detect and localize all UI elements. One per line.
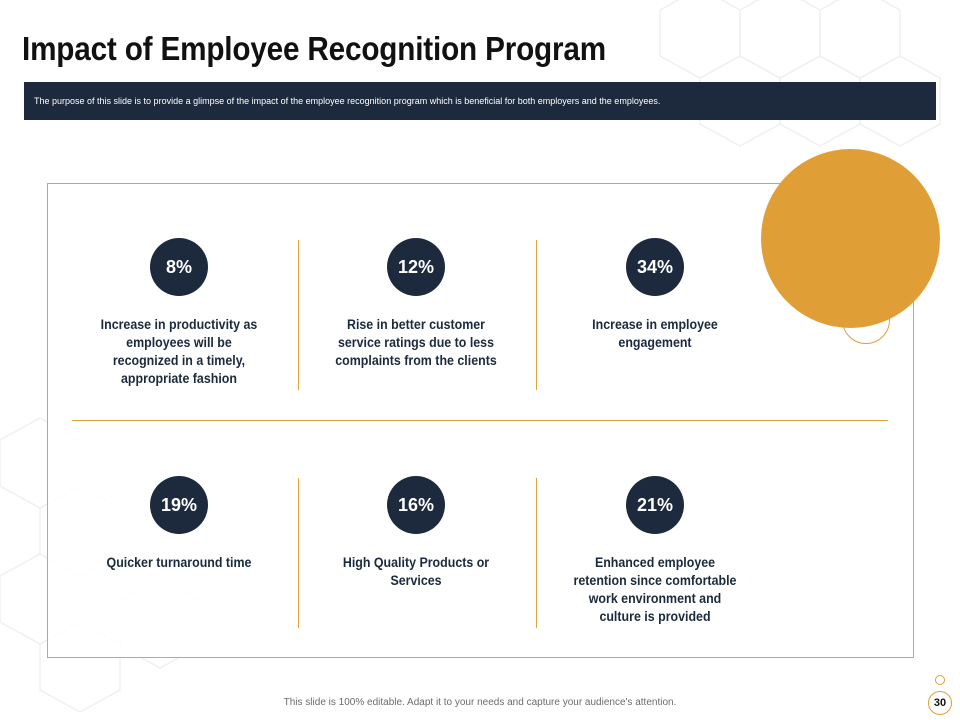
- stat-description: Increase in productivity as employees wi…: [100, 317, 258, 386]
- stat-card: 12% Rise in better customer service rati…: [316, 238, 516, 370]
- footer-note: This slide is 100% editable. Adapt it to…: [283, 697, 677, 708]
- stat-card: 8% Increase in productivity as employees…: [79, 238, 279, 388]
- stat-value: 16%: [387, 476, 445, 534]
- vertical-divider: [298, 240, 299, 390]
- decorative-ring: [842, 296, 890, 344]
- stat-description: Increase in employee engagement: [592, 317, 718, 350]
- stat-description: High Quality Products or Services: [342, 555, 490, 588]
- vertical-divider: [298, 478, 299, 628]
- stat-card: 34% Increase in employee engagement: [555, 238, 755, 352]
- subtitle-text: The purpose of this slide is to provide …: [34, 96, 661, 106]
- stat-value: 19%: [150, 476, 208, 534]
- horizontal-divider: [72, 420, 888, 421]
- stat-value: 12%: [387, 238, 445, 296]
- decorative-dot: [935, 675, 945, 685]
- stat-description: Rise in better customer service ratings …: [335, 317, 497, 368]
- vertical-divider: [536, 240, 537, 390]
- stat-description: Quicker turnaround time: [106, 555, 252, 570]
- stat-value: 34%: [626, 238, 684, 296]
- subtitle-banner: The purpose of this slide is to provide …: [24, 82, 936, 120]
- stat-card: 19% Quicker turnaround time: [79, 476, 279, 572]
- page-number: 30: [928, 691, 952, 715]
- stat-value: 21%: [626, 476, 684, 534]
- stat-card: 21% Enhanced employee retention since co…: [555, 476, 755, 626]
- stat-value: 8%: [150, 238, 208, 296]
- stat-description: Enhanced employee retention since comfor…: [573, 555, 737, 624]
- decorative-circle: [761, 149, 940, 328]
- page-title: Impact of Employee Recognition Program: [22, 30, 606, 67]
- vertical-divider: [536, 478, 537, 628]
- stat-card: 16% High Quality Products or Services: [316, 476, 516, 590]
